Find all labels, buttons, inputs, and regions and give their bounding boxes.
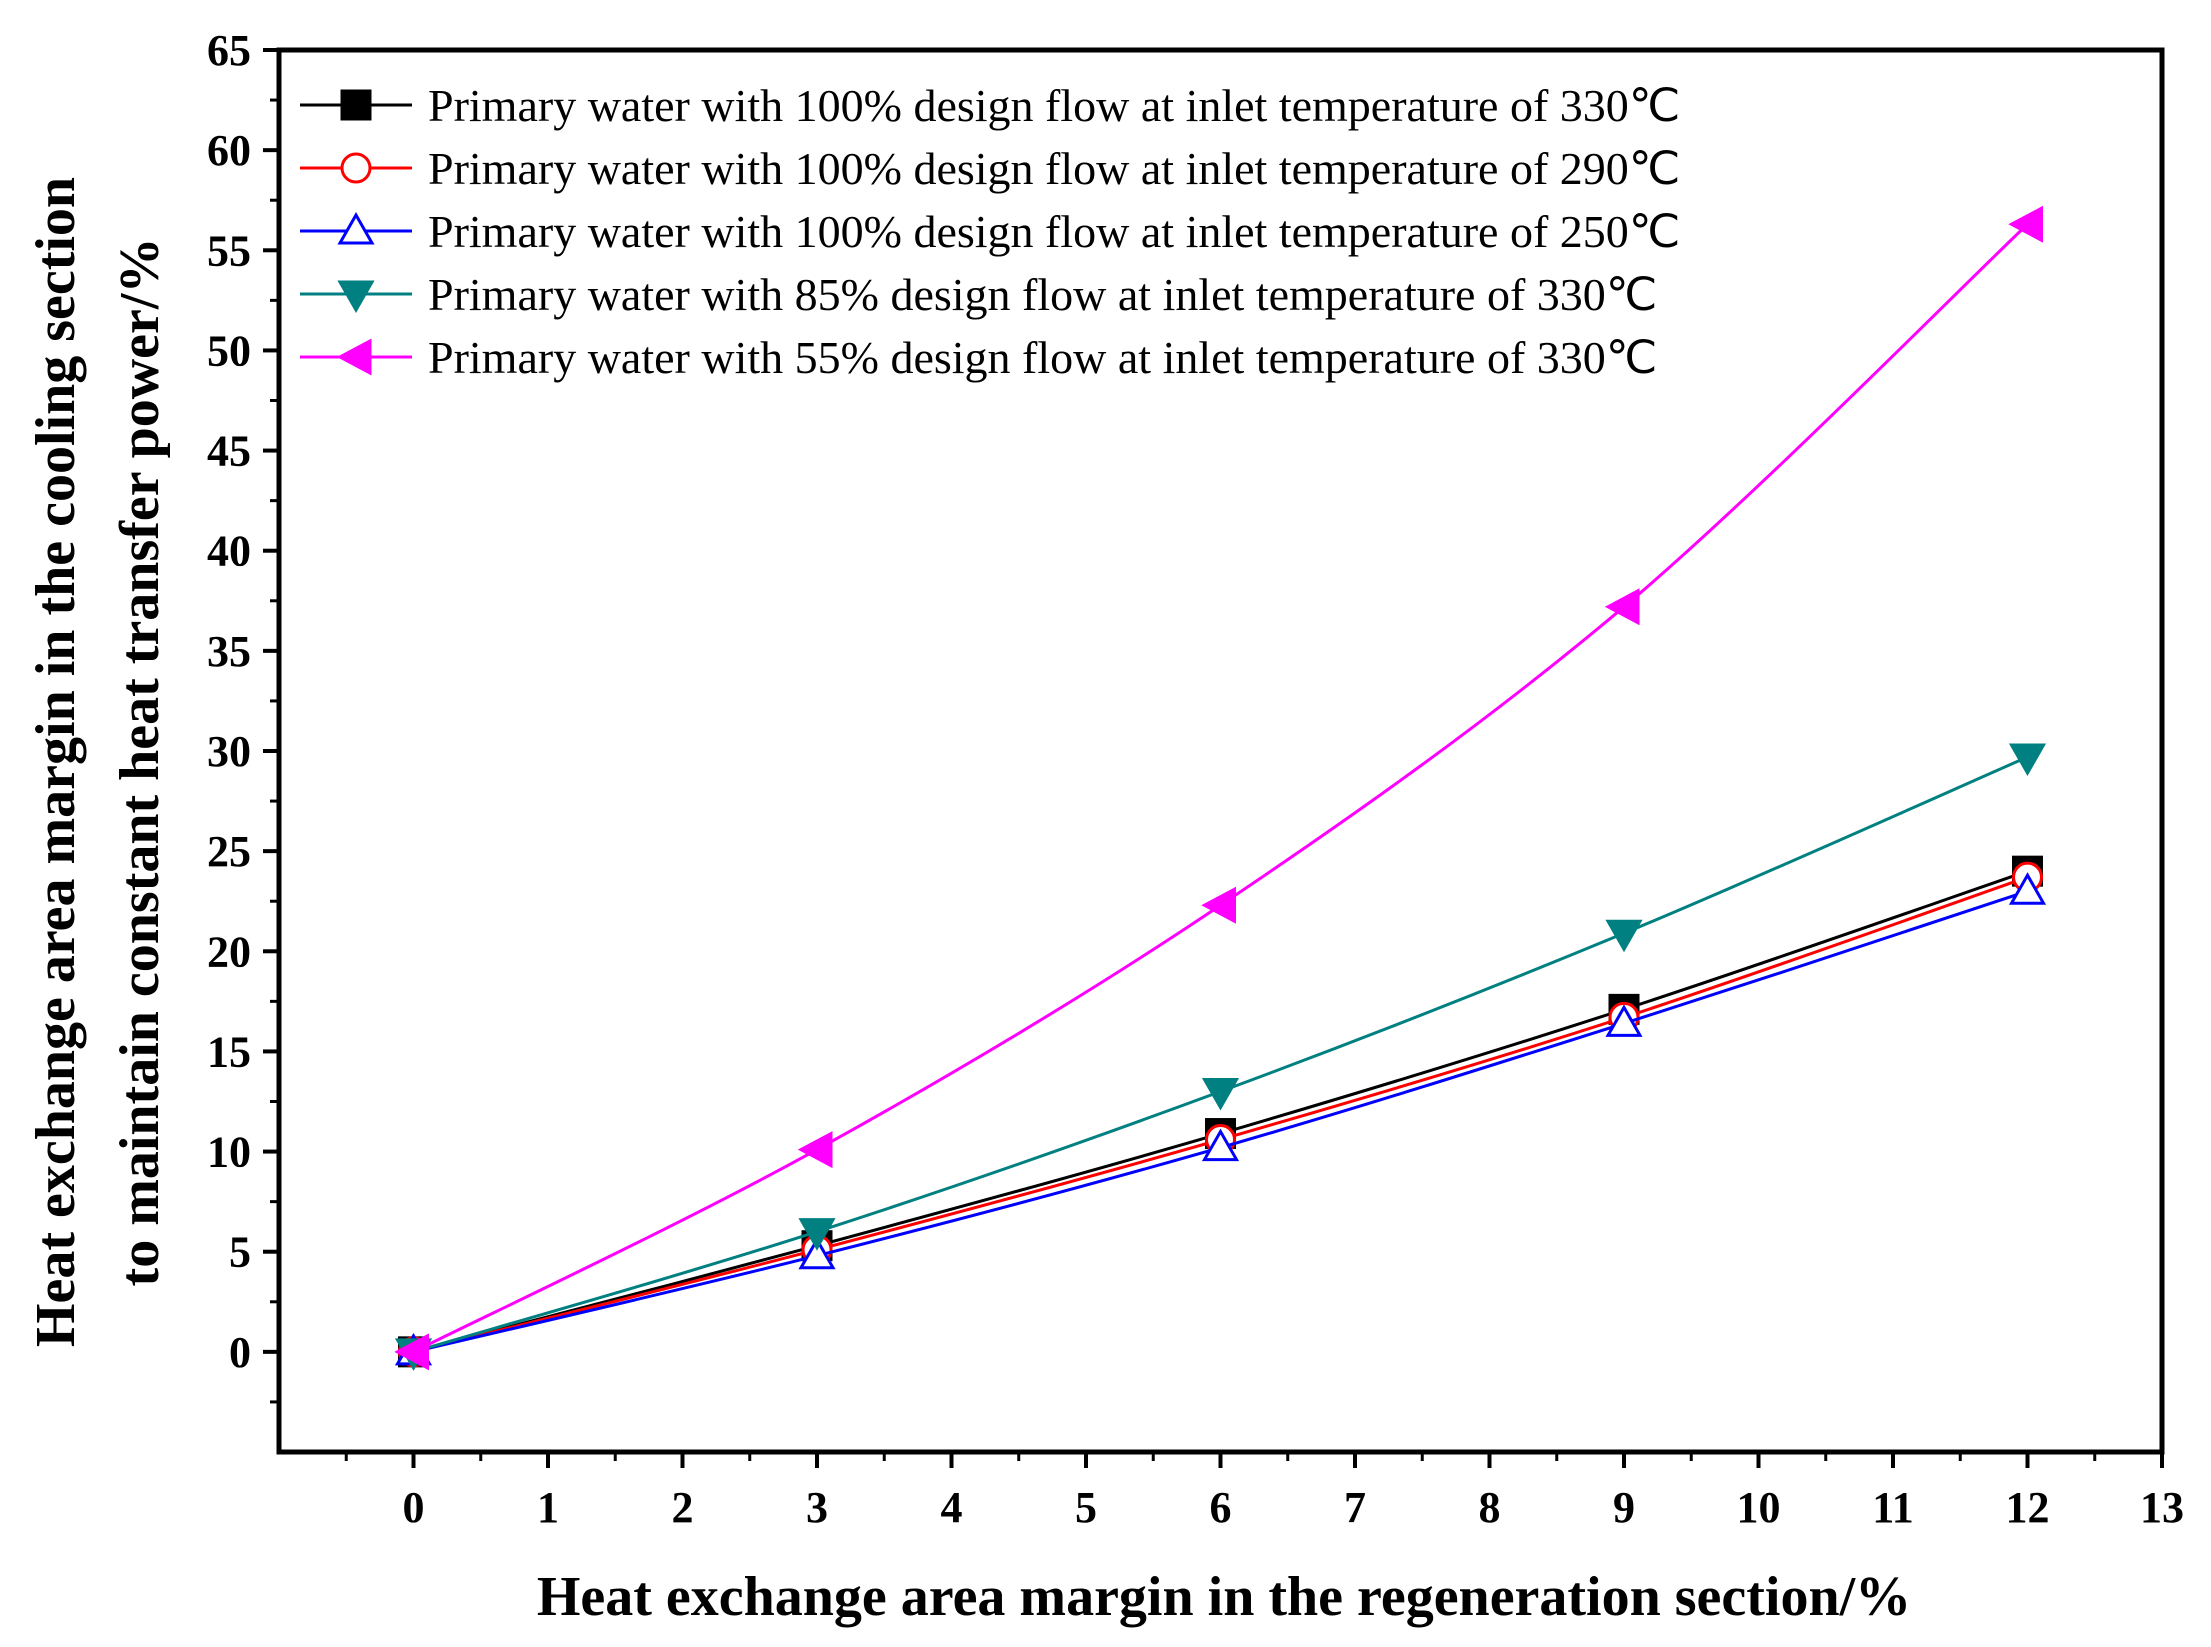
legend-swatch-marker-4 bbox=[336, 338, 372, 376]
series-0 bbox=[398, 855, 2043, 1368]
y-tick-label-9: 45 bbox=[207, 427, 251, 476]
x-tick-label-13: 13 bbox=[2140, 1483, 2184, 1532]
y-tick-label-0: 0 bbox=[229, 1328, 251, 1377]
series-3-point-1 bbox=[798, 1218, 836, 1251]
x-tick-label-6: 6 bbox=[1210, 1483, 1232, 1532]
series-layer bbox=[394, 205, 2047, 1371]
legend-swatch-marker-1 bbox=[340, 152, 372, 184]
plot-frame bbox=[276, 47, 2165, 1455]
y-tick-label-3: 15 bbox=[207, 1027, 251, 1076]
legend-item-2: Primary water with 100% design flow at i… bbox=[300, 206, 1680, 257]
x-tick-label-10: 10 bbox=[1737, 1483, 1781, 1532]
y-tick-label-2: 10 bbox=[207, 1128, 251, 1177]
y-tick-label-8: 40 bbox=[207, 527, 251, 576]
series-3-point-2 bbox=[1201, 1077, 1240, 1111]
series-4-line bbox=[412, 223, 2029, 1354]
x-tick-label-5: 5 bbox=[1075, 1483, 1097, 1532]
x-tick-label-9: 9 bbox=[1613, 1483, 1635, 1532]
legend-swatch-marker-2 bbox=[337, 211, 375, 245]
series-3 bbox=[394, 743, 2047, 1371]
y-tick-label-7: 35 bbox=[207, 627, 251, 676]
legend: Primary water with 100% design flow at i… bbox=[300, 80, 1680, 383]
series-3-point-4 bbox=[2008, 743, 2047, 777]
series-2-point-4 bbox=[2008, 872, 2047, 905]
x-tick-label-12: 12 bbox=[2006, 1483, 2050, 1532]
series-4-point-0 bbox=[394, 1333, 429, 1371]
series-3-point-3 bbox=[1605, 919, 1643, 953]
y-tick-label-11: 55 bbox=[207, 226, 251, 275]
legend-item-4: Primary water with 55% design flow at in… bbox=[300, 332, 1657, 383]
series-4-point-4 bbox=[2008, 205, 2043, 243]
y-tick-label-4: 20 bbox=[207, 927, 251, 976]
x-tick-label-3: 3 bbox=[806, 1483, 828, 1532]
legend-swatch-marker-3 bbox=[337, 280, 375, 314]
legend-swatch-marker-0 bbox=[340, 89, 372, 121]
y-tick-label-10: 50 bbox=[207, 326, 251, 375]
y-tick-label-5: 25 bbox=[207, 827, 251, 876]
y-tick-label-13: 65 bbox=[207, 26, 251, 75]
x-tick-label-7: 7 bbox=[1344, 1483, 1366, 1532]
axis-ticks: 0 1 2 3 4 5 6 7 8 9 10 11 12 130510152025303540455055… bbox=[207, 26, 2184, 1532]
legend-item-1: Primary water with 100% design flow at i… bbox=[300, 143, 1680, 194]
x-tick-label-2: 2 bbox=[672, 1483, 694, 1532]
series-2-point-2 bbox=[1201, 1128, 1240, 1162]
legend-label-2: Primary water with 100% design flow at i… bbox=[428, 206, 1680, 257]
legend-item-0: Primary water with 100% design flow at i… bbox=[300, 80, 1680, 131]
y-tick-label-6: 30 bbox=[207, 727, 251, 776]
y-axis-title-line2: to maintain constant heat transfer power… bbox=[109, 238, 171, 1287]
x-tick-label-1: 1 bbox=[537, 1483, 559, 1532]
plot-area bbox=[276, 47, 2165, 1455]
series-2-point-3 bbox=[1605, 1004, 1643, 1037]
legend-label-4: Primary water with 55% design flow at in… bbox=[428, 332, 1657, 383]
x-tick-label-8: 8 bbox=[1479, 1483, 1501, 1532]
legend-item-3: Primary water with 85% design flow at in… bbox=[300, 269, 1657, 320]
y-tick-label-1: 5 bbox=[229, 1228, 251, 1277]
x-tick-label-4: 4 bbox=[941, 1483, 963, 1532]
series-4 bbox=[394, 205, 2043, 1371]
x-axis-title: Heat exchange area margin in the regener… bbox=[537, 1566, 1911, 1628]
series-4-point-1 bbox=[797, 1131, 833, 1169]
y-tick-label-12: 60 bbox=[207, 126, 251, 175]
y-axis-title-line1: Heat exchange area margin in the cooling… bbox=[25, 177, 87, 1347]
series-4-point-3 bbox=[1604, 588, 1640, 626]
x-tick-label-0: 0 bbox=[403, 1483, 425, 1532]
x-tick-label-11: 11 bbox=[1872, 1483, 1914, 1532]
legend-label-0: Primary water with 100% design flow at i… bbox=[428, 80, 1680, 131]
series-3-line bbox=[413, 755, 2029, 1354]
legend-label-3: Primary water with 85% design flow at in… bbox=[428, 269, 1657, 320]
series-4-point-2 bbox=[1201, 886, 1236, 924]
series-2-point-1 bbox=[798, 1236, 836, 1270]
legend-label-1: Primary water with 100% design flow at i… bbox=[428, 143, 1680, 194]
